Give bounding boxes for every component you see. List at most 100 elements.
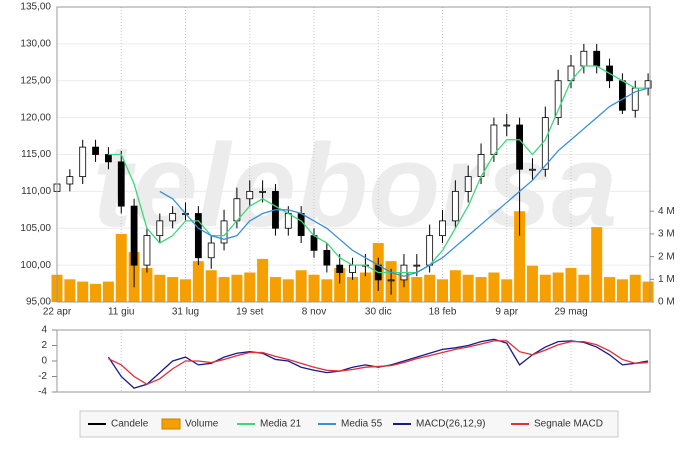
volume-bar [321,279,333,302]
volume-bar [282,279,294,302]
y-tick-label: 125,00 [20,75,51,86]
volume-bar [141,267,153,302]
candle-body [619,80,626,111]
volume-bar [565,267,577,302]
volume-bar [501,279,513,302]
volume-bar [308,274,320,302]
volume-bar [347,277,359,302]
candle-body [387,279,395,282]
volume-bar [154,274,166,302]
volume-bar [167,277,179,302]
candle-body [130,205,138,266]
moving-average [159,87,649,277]
plot-frame [56,6,651,303]
volume-bar [180,279,191,302]
candle-body [529,168,536,171]
candle-body [349,264,356,273]
macd-line [108,340,649,385]
candle-body [259,190,267,193]
y-tick-label: 95,00 [26,297,51,308]
candle-body [503,124,511,127]
volume-bar [578,274,590,302]
volume-bar [205,270,217,302]
volume-bar [449,270,461,302]
candle-body [117,161,125,207]
candle-body [105,154,112,163]
volume-bar [244,272,256,302]
legend-label: Media 21 [260,419,302,430]
x-tick-label: 9 apr [495,307,518,318]
volume-bar [437,279,448,302]
volume-bar [218,277,230,302]
candle-body [194,213,202,259]
y-tick-label: 0 [41,356,47,367]
candle-body [541,117,549,170]
candle-body [310,235,318,251]
volume-bar [488,272,500,302]
y-tick-label: 4 [41,325,47,336]
y-tick-label: -4 [38,387,47,398]
volume-bar [591,227,603,302]
volume-bar [295,270,307,302]
watermark: teleborsa [93,120,618,252]
legend-label: Volume [185,419,219,430]
candle-body [207,242,215,259]
x-tick-label: 31 lug [172,307,199,318]
candle-body [554,80,562,119]
y-tick-label: 2 [41,340,47,351]
x-tick-label: 22 apr [43,307,72,318]
candle-body [516,124,523,170]
volume-bar [642,281,654,302]
volume-bar [539,274,551,302]
volume-bar [231,274,243,302]
volume-bar [257,258,269,302]
candle-body [284,213,292,229]
legend-label: Candele [111,419,149,430]
volume-bar [269,277,281,302]
candle-body [169,213,177,222]
x-tick-label: 30 dic [365,307,392,318]
volume-bar [77,281,89,302]
candle-body [246,190,254,200]
candle-body [451,190,459,222]
volume-bar [526,265,538,302]
moving-average [108,65,649,274]
volume-bar [115,233,127,302]
legend-label: Segnale MACD [534,419,603,430]
volume-bar [475,277,487,302]
candle-body [297,213,305,237]
volume-bar [90,283,102,302]
volume-bar [616,279,628,302]
y-tick-label: -2 [38,371,47,382]
y-tick-label: 105,00 [20,223,51,234]
candle-body [66,176,74,185]
candle-body [323,249,331,266]
x-tick-label: 19 set [236,307,263,318]
volume-bar [102,281,114,302]
plot-frame [56,329,651,393]
y2-tick-label: 4 M [658,206,675,217]
y2-tick-label: 0 M [658,297,675,308]
x-tick-label: 11 giu [108,307,135,318]
y-tick-label: 130,00 [20,39,51,50]
volume-bar [359,272,371,302]
volume-bar [462,274,474,302]
volume-bar [334,267,346,302]
volume-bar [64,279,76,302]
macd-line [107,338,649,389]
candle-body [143,235,151,266]
volume-bar [192,261,204,302]
candle-body [79,146,87,178]
volume-bar [552,272,564,302]
legend-swatch [161,418,181,430]
volume-bar [514,211,526,302]
y2-tick-label: 3 M [658,229,675,240]
y-tick-label: 110,00 [21,186,51,197]
x-tick-label: 18 feb [429,307,457,318]
x-tick-label: 8 nov [302,307,326,318]
candle-body [336,264,344,273]
y2-tick-label: 1 M [658,274,675,285]
y-tick-label: 115,00 [21,149,51,160]
candle-body [464,176,472,192]
